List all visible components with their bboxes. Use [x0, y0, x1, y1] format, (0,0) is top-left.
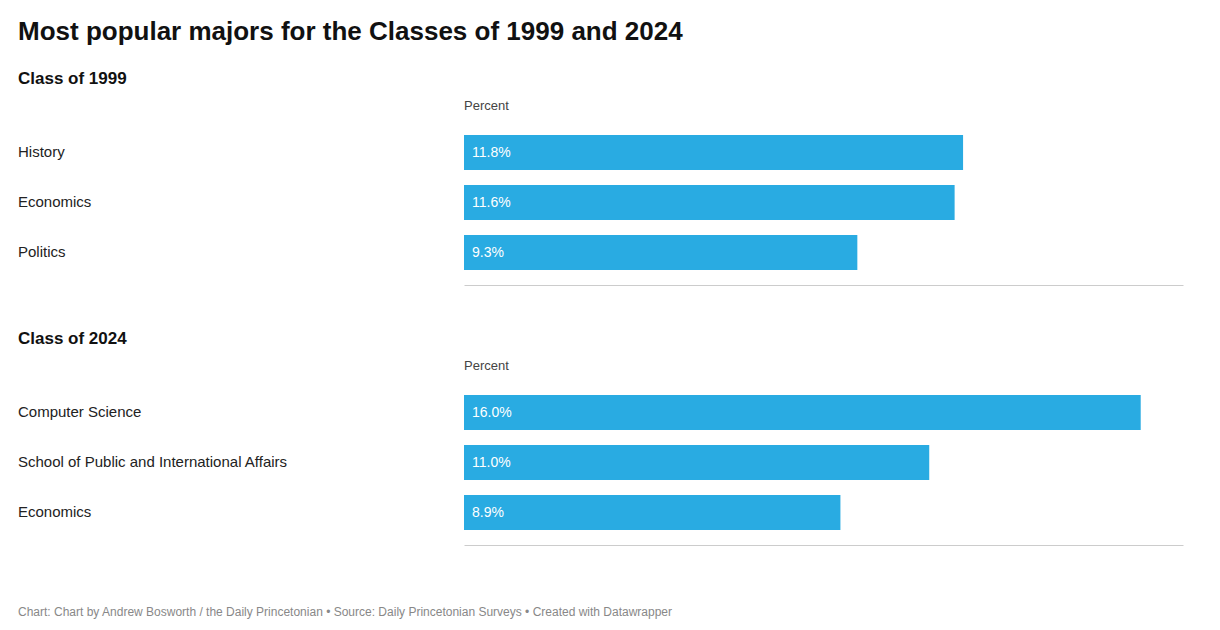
y-tick: Politics	[18, 243, 464, 260]
title: Most popular majors for the Classes of 1…	[18, 16, 683, 46]
data-labels: 11.8% 11.6% 9.3%	[472, 144, 511, 260]
y-axis: Computer Science School of Public and Int…	[18, 403, 464, 520]
data-label: 8.9%	[472, 504, 504, 520]
data-label: 11.0%	[472, 454, 511, 470]
axis-label: Percent	[464, 98, 509, 113]
y-tick: History	[18, 143, 464, 160]
category-label: School of Public and International Affai…	[18, 453, 287, 470]
category-label: Politics	[18, 243, 66, 260]
category-label: History	[18, 143, 65, 160]
data-label: 11.8%	[472, 144, 511, 160]
bar	[464, 495, 840, 530]
bar	[464, 185, 955, 220]
category-label: Economics	[18, 503, 91, 520]
bar	[464, 135, 963, 170]
axis-label: Percent	[464, 358, 509, 373]
footer: Chart: Chart by Andrew Bosworth / the Da…	[18, 605, 672, 619]
bar	[464, 395, 1141, 430]
x-axis-line	[465, 285, 1184, 286]
x-axis	[465, 545, 1184, 546]
y-axis: History Economics Politics	[18, 143, 464, 260]
y-tick: Economics	[18, 193, 464, 210]
data-label: 11.6%	[472, 194, 511, 210]
section-label: Class of 1999	[18, 69, 127, 88]
category-label: Economics	[18, 193, 91, 210]
bars	[464, 135, 963, 270]
x-axis	[465, 285, 1184, 286]
chart-root: Most popular majors for the Classes of 1…	[0, 0, 1220, 630]
data-labels: 16.0% 11.0% 8.9%	[472, 404, 512, 520]
data-label: 16.0%	[472, 404, 512, 420]
bars	[464, 395, 1141, 530]
bar	[464, 445, 929, 480]
y-tick: School of Public and International Affai…	[18, 453, 464, 470]
section-label: Class of 2024	[18, 329, 127, 348]
data-label: 9.3%	[472, 244, 504, 260]
x-axis-line	[465, 545, 1184, 546]
bar	[464, 235, 857, 270]
y-tick: Economics	[18, 503, 464, 520]
category-label: Computer Science	[18, 403, 141, 420]
y-tick: Computer Science	[18, 403, 464, 420]
